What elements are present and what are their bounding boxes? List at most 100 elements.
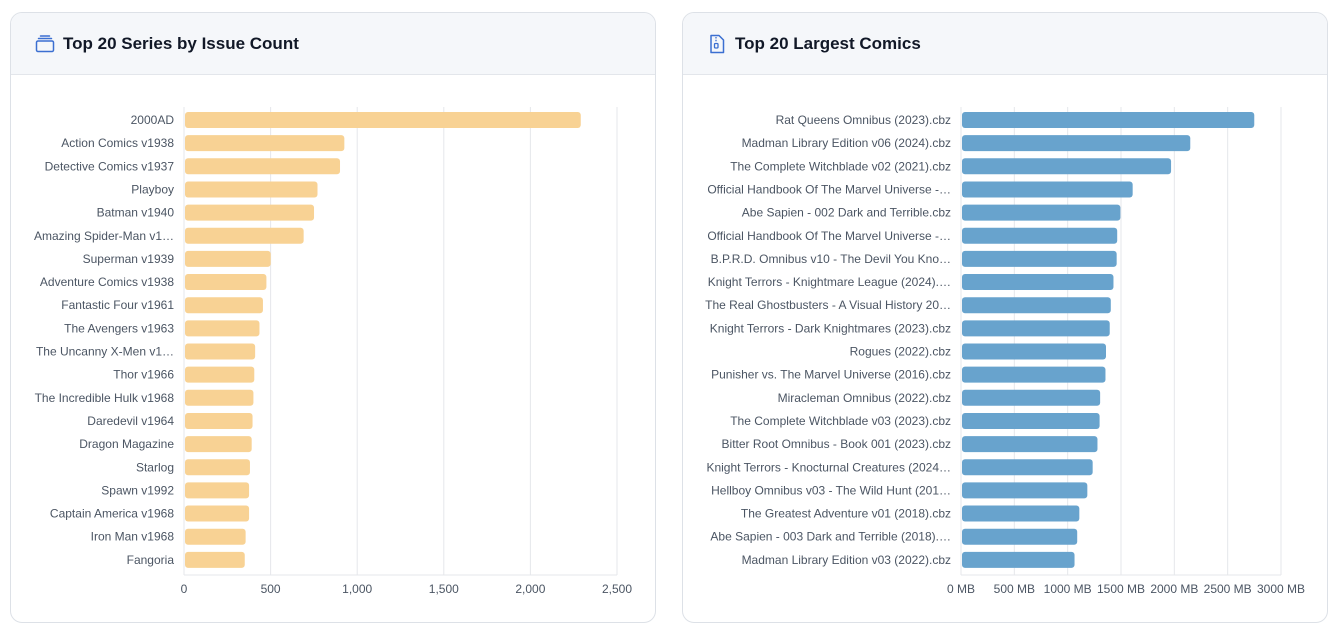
bar[interactable]: [962, 320, 1110, 337]
bar[interactable]: [962, 181, 1133, 198]
bar[interactable]: [185, 389, 254, 406]
category-label: Hellboy Omnibus v03 - The Wild Hunt (201…: [711, 483, 951, 497]
bar[interactable]: [185, 459, 250, 476]
bar[interactable]: [185, 112, 581, 128]
bar[interactable]: [185, 204, 315, 221]
bar[interactable]: [962, 204, 1121, 221]
bar[interactable]: [185, 297, 263, 314]
category-label: Madman Library Edition v03 (2022).cbz: [742, 553, 951, 567]
category-label: Miracleman Omnibus (2022).cbz: [778, 391, 951, 405]
category-label: Thor v1966: [113, 368, 174, 382]
category-label: Starlog: [136, 460, 174, 474]
x-tick-label: 500 MB: [994, 582, 1035, 596]
category-label: The Incredible Hulk v1968: [35, 391, 175, 405]
category-label: Official Handbook Of The Marvel Universe…: [707, 229, 951, 243]
bar[interactable]: [962, 366, 1106, 383]
category-label: Daredevil v1964: [87, 414, 174, 428]
bar[interactable]: [962, 551, 1075, 568]
category-label: The Complete Witchblade v02 (2021).cbz: [730, 159, 951, 173]
category-label: Rat Queens Omnibus (2023).cbz: [776, 113, 951, 127]
card-title: Top 20 Largest Comics: [735, 33, 921, 53]
bar[interactable]: [185, 227, 304, 244]
bar[interactable]: [185, 158, 341, 175]
category-label: Fantastic Four v1961: [61, 298, 174, 312]
bar[interactable]: [962, 250, 1117, 267]
series-bar-chart: 0 500 1,000 1,500 2,000 2,500 2000AD Action Com…: [34, 107, 632, 596]
bar[interactable]: [185, 343, 256, 360]
category-label: Captain America v1968: [50, 507, 174, 521]
bar[interactable]: [962, 274, 1114, 291]
x-tick-label: 0 MB: [947, 582, 975, 596]
bar[interactable]: [185, 274, 267, 291]
x-tick-label: 2500 MB: [1204, 582, 1252, 596]
series-chart-card: Top 20 Series by Issue Count 0 500 1,000 1,…: [10, 12, 656, 623]
card-header: Top 20 Series by Issue Count: [11, 13, 655, 75]
category-label: The Greatest Adventure v01 (2018).cbz: [741, 507, 951, 521]
bar[interactable]: [185, 436, 252, 453]
x-tick-label: 2,000: [515, 582, 545, 596]
category-label: Fangoria: [127, 553, 175, 567]
bar[interactable]: [962, 158, 1172, 175]
category-label: Superman v1939: [83, 252, 175, 266]
bar[interactable]: [962, 528, 1078, 545]
category-label: Dragon Magazine: [79, 437, 174, 451]
category-label: 2000AD: [131, 113, 175, 127]
category-label: Punisher vs. The Marvel Universe (2016).…: [711, 368, 951, 382]
bar[interactable]: [962, 343, 1106, 360]
bar[interactable]: [185, 135, 345, 152]
bar[interactable]: [962, 227, 1118, 244]
category-label: Knight Terrors - Knightmare League (2024…: [708, 275, 951, 289]
x-tick-label: 1500 MB: [1097, 582, 1145, 596]
x-tick-label: 500: [261, 582, 281, 596]
category-label: Madman Library Edition v06 (2024).cbz: [742, 136, 951, 150]
bar[interactable]: [962, 505, 1080, 522]
bar[interactable]: [962, 135, 1191, 152]
bar[interactable]: [962, 482, 1088, 499]
category-label: Knight Terrors - Dark Knightmares (2023)…: [710, 321, 951, 335]
bar[interactable]: [185, 505, 250, 522]
category-label: B.P.R.D. Omnibus v10 - The Devil You Kno…: [711, 252, 951, 266]
category-label: Bitter Root Omnibus - Book 001 (2023).cb…: [722, 437, 951, 451]
card-header: Top 20 Largest Comics: [683, 13, 1327, 75]
bar[interactable]: [962, 112, 1255, 128]
bar[interactable]: [185, 551, 245, 568]
category-label: The Avengers v1963: [64, 321, 174, 335]
bar[interactable]: [962, 389, 1101, 406]
x-tick-label: 1000 MB: [1044, 582, 1092, 596]
bar[interactable]: [962, 297, 1111, 314]
x-tick-label: 2,500: [602, 582, 632, 596]
bar[interactable]: [962, 412, 1100, 429]
largest-comics-bar-chart: 0 MB 500 MB 1000 MB 1500 MB 2000 MB 2500 MB 30…: [705, 107, 1305, 596]
category-label: Abe Sapien - 003 Dark and Terrible (2018…: [710, 530, 951, 544]
card-title: Top 20 Series by Issue Count: [63, 33, 299, 53]
layers-icon: [35, 34, 55, 54]
x-tick-label: 2000 MB: [1150, 582, 1198, 596]
file-archive-icon: [707, 34, 727, 54]
bar[interactable]: [962, 436, 1098, 453]
category-label: Rogues (2022).cbz: [850, 345, 951, 359]
category-label: Knight Terrors - Knocturnal Creatures (2…: [706, 460, 951, 474]
bar[interactable]: [185, 250, 271, 267]
bar[interactable]: [185, 181, 318, 198]
bar[interactable]: [185, 366, 255, 383]
category-label: Detective Comics v1937: [45, 159, 175, 173]
category-label: Iron Man v1968: [91, 530, 175, 544]
category-label: Spawn v1992: [101, 483, 174, 497]
category-label: Official Handbook Of The Marvel Universe…: [707, 182, 951, 196]
category-label: Playboy: [131, 182, 174, 196]
bar[interactable]: [185, 528, 246, 545]
largest-comics-card: Top 20 Largest Comics 0 MB 500 MB 1000 MB 1…: [682, 12, 1328, 623]
category-label: Amazing Spider-Man v1…: [34, 229, 174, 243]
bar[interactable]: [185, 482, 250, 499]
bar[interactable]: [185, 320, 260, 337]
category-label: The Complete Witchblade v03 (2023).cbz: [730, 414, 951, 428]
bar[interactable]: [962, 459, 1093, 476]
x-tick-label: 1,500: [429, 582, 459, 596]
category-label: Abe Sapien - 002 Dark and Terrible.cbz: [742, 206, 951, 220]
category-label: Adventure Comics v1938: [40, 275, 174, 289]
category-label: Action Comics v1938: [61, 136, 174, 150]
bar[interactable]: [185, 412, 253, 429]
x-tick-label: 1,000: [342, 582, 372, 596]
category-label: The Real Ghostbusters - A Visual History…: [705, 298, 951, 312]
category-label: Batman v1940: [97, 206, 175, 220]
